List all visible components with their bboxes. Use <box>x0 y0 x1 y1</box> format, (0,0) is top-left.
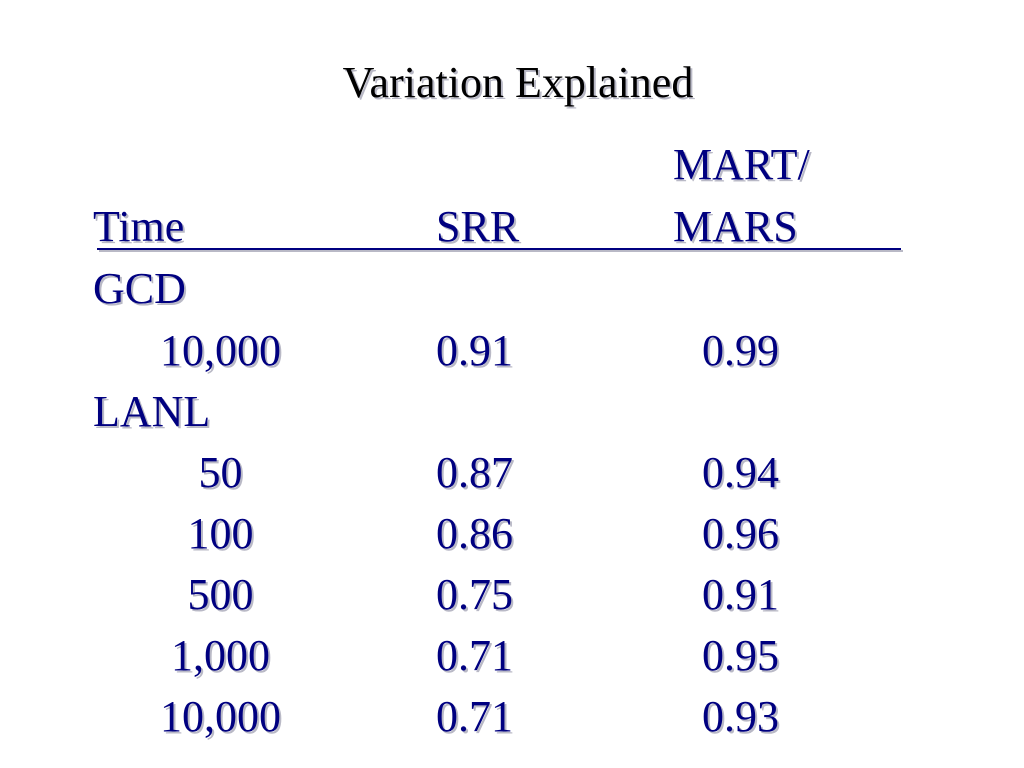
table-row-srr: 0.71 <box>436 692 513 741</box>
group-label-gcd: GCD <box>93 264 186 313</box>
table-row-time: 10,000 <box>160 326 281 375</box>
table-row-mart-mars: 0.95 <box>702 631 779 680</box>
table-row-srr: 0.75 <box>436 570 513 619</box>
header-time: Time <box>93 202 185 251</box>
table-row-srr: 0.86 <box>436 509 513 558</box>
header-mart-mars-line1: MART/ <box>673 140 810 189</box>
group-label-lanl: LANL <box>93 387 211 436</box>
table-row-mart-mars: 0.94 <box>702 448 779 497</box>
slide-title: Variation Explained <box>342 58 694 107</box>
table-row-mart-mars: 0.91 <box>702 570 779 619</box>
header-rule <box>97 248 901 250</box>
table-row-time: 500 <box>187 570 254 619</box>
table-row-time: 100 <box>187 509 254 558</box>
table-row-mart-mars: 0.99 <box>702 326 779 375</box>
header-srr: SRR <box>436 202 520 251</box>
table-row-srr: 0.71 <box>436 631 513 680</box>
table-row-mart-mars: 0.96 <box>702 509 779 558</box>
table-row-time: 10,000 <box>160 692 281 741</box>
table-row-time: 50 <box>198 448 243 497</box>
table-row-mart-mars: 0.93 <box>702 692 779 741</box>
table-row-srr: 0.87 <box>436 448 513 497</box>
header-mart-mars-line2: MARS <box>673 202 798 251</box>
table-row-time: 1,000 <box>171 631 270 680</box>
table-row-srr: 0.91 <box>436 326 513 375</box>
